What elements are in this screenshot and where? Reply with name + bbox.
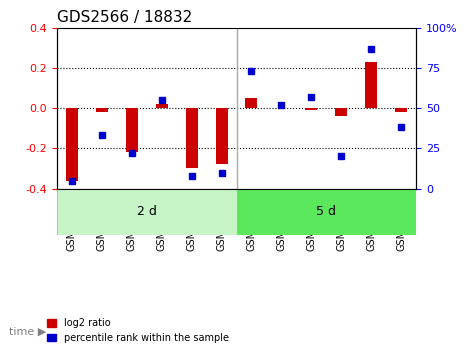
Bar: [335, 108, 347, 116]
Text: GDS2566 / 18832: GDS2566 / 18832: [57, 10, 192, 25]
Bar: [185, 108, 198, 168]
Bar: [365, 62, 377, 108]
Text: 5 d: 5 d: [316, 205, 336, 218]
Legend: log2 ratio, percentile rank within the sample: log2 ratio, percentile rank within the s…: [43, 314, 233, 345]
Text: 2 d: 2 d: [137, 205, 157, 218]
Bar: [126, 108, 138, 152]
Bar: [156, 104, 167, 108]
Bar: [306, 108, 317, 110]
FancyBboxPatch shape: [57, 189, 236, 235]
Bar: [245, 98, 257, 108]
Text: time ▶: time ▶: [9, 326, 47, 336]
Bar: [66, 108, 78, 180]
Bar: [395, 108, 407, 112]
Bar: [96, 108, 108, 112]
Bar: [216, 108, 228, 165]
FancyBboxPatch shape: [236, 189, 416, 235]
